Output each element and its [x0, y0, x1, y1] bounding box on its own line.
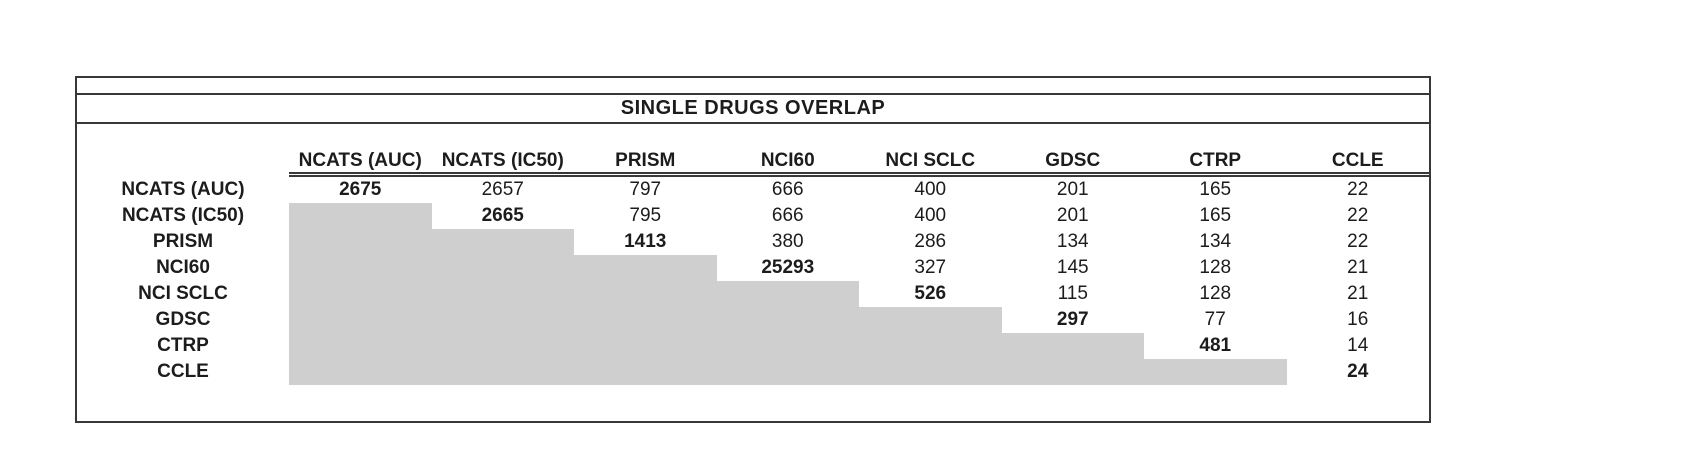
matrix-cell	[574, 333, 717, 359]
column-header-0: NCATS (AUC)	[289, 150, 432, 177]
matrix-cell	[716, 333, 859, 359]
table-top-spacer	[77, 78, 1429, 95]
column-header-5: GDSC	[1001, 150, 1144, 177]
column-header-2: PRISM	[574, 150, 717, 177]
matrix-cell: 21	[1347, 283, 1369, 304]
matrix-cell: 400	[914, 205, 947, 226]
matrix-cell: 22	[1347, 179, 1369, 200]
matrix-cell: 14	[1347, 335, 1369, 356]
matrix-cell: 145	[1056, 257, 1089, 278]
matrix-cell: 481	[1199, 335, 1232, 356]
matrix-cell: 400	[914, 179, 947, 200]
matrix-cell	[431, 359, 574, 385]
matrix-cell: 797	[629, 179, 662, 200]
overlap-table: SINGLE DRUGS OVERLAP NCATS (AUC) NCATS (I…	[75, 76, 1431, 423]
matrix-cell: 24	[1347, 361, 1369, 382]
matrix-cell	[574, 255, 717, 281]
table-title: SINGLE DRUGS OVERLAP	[77, 95, 1429, 124]
matrix-cell: 128	[1199, 283, 1232, 304]
matrix-cell: 77	[1204, 309, 1226, 330]
matrix-cell: 327	[914, 257, 947, 278]
matrix-cell	[574, 359, 717, 385]
matrix-cell: 25293	[761, 257, 815, 278]
matrix-cell	[431, 255, 574, 281]
row-header-1: NCATS (IC50)	[121, 205, 245, 226]
matrix-cell	[289, 255, 432, 281]
matrix-cell: 380	[771, 231, 804, 252]
matrix-cell: 21	[1347, 257, 1369, 278]
matrix-cell: 165	[1199, 205, 1232, 226]
matrix-cell: 201	[1056, 179, 1089, 200]
matrix-cell: 666	[771, 205, 804, 226]
matrix-cell	[431, 281, 574, 307]
matrix-cell: 201	[1056, 205, 1089, 226]
column-header-6: CTRP	[1144, 150, 1287, 177]
row-header-3: NCI60	[156, 257, 210, 278]
matrix-cell: 115	[1057, 283, 1088, 304]
matrix-cell	[289, 333, 432, 359]
row-header-5: GDSC	[155, 309, 211, 330]
matrix-cell	[859, 333, 1002, 359]
matrix-cell	[716, 359, 859, 385]
row-header-6: CTRP	[157, 335, 209, 356]
matrix-cell: 2665	[481, 205, 524, 226]
matrix-cell	[1001, 359, 1144, 385]
matrix-cell	[289, 229, 432, 255]
matrix-cell	[716, 307, 859, 333]
matrix-cell	[289, 203, 432, 229]
matrix-cell	[1144, 359, 1287, 385]
column-header-7: CCLE	[1286, 150, 1429, 177]
matrix-cell	[1001, 333, 1144, 359]
matrix-cell: 666	[771, 179, 804, 200]
matrix-cell: 2657	[481, 179, 524, 200]
matrix-cell	[289, 307, 432, 333]
matrix-cell: 165	[1199, 179, 1232, 200]
matrix-cell	[431, 229, 574, 255]
overlap-matrix: NCATS (AUC) NCATS (IC50) PRISM NCI60 NCI SCL…	[77, 124, 1429, 385]
matrix-cell: 22	[1347, 205, 1369, 226]
row-header-7: CCLE	[157, 361, 209, 382]
matrix-cell: 128	[1199, 257, 1232, 278]
matrix-cell: 297	[1056, 309, 1089, 330]
matrix-cell	[859, 359, 1002, 385]
matrix-cell	[431, 333, 574, 359]
matrix-cell	[859, 307, 1002, 333]
row-header-0: NCATS (AUC)	[121, 179, 245, 200]
matrix-cell	[574, 281, 717, 307]
column-header-1: NCATS (IC50)	[431, 150, 574, 177]
row-header-2: PRISM	[152, 231, 214, 252]
matrix-cell: 1413	[624, 231, 667, 252]
matrix-cell	[431, 307, 574, 333]
matrix-cell: 134	[1199, 231, 1232, 252]
matrix-cell	[574, 307, 717, 333]
matrix-cell: 795	[629, 205, 662, 226]
matrix-cell	[716, 281, 859, 307]
column-header-3: NCI60	[716, 150, 859, 177]
matrix-cell	[289, 281, 432, 307]
matrix-cell: 2675	[339, 179, 382, 200]
matrix-cell	[289, 359, 432, 385]
matrix-cell: 286	[914, 231, 947, 252]
matrix-cell: 134	[1056, 231, 1089, 252]
matrix-corner	[77, 150, 289, 176]
column-header-4: NCI SCLC	[859, 150, 1002, 177]
matrix-cell: 16	[1347, 309, 1369, 330]
matrix-cell: 526	[914, 283, 947, 304]
matrix-cell: 22	[1347, 231, 1369, 252]
row-header-4: NCI SCLC	[138, 283, 228, 304]
